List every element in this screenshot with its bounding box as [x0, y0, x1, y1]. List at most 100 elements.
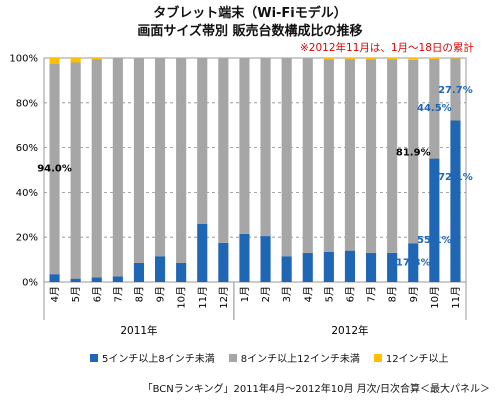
bar-segment-8-12	[91, 59, 102, 278]
bar-segment-5-8	[260, 236, 271, 282]
bar-segment-8-12	[302, 58, 313, 253]
chart-subtitle: 画面サイズ帯別 販売台数構成比の推移	[137, 24, 363, 39]
bar-segment-8-12	[323, 59, 334, 252]
y-tick-label: 0%	[22, 278, 38, 289]
x-tick-label: 7月	[112, 286, 124, 302]
data-label: 44.5%	[417, 103, 452, 114]
data-label: 81.9%	[396, 148, 431, 159]
x-tick-label: 12月	[218, 286, 230, 309]
x-tick-label: 6月	[344, 286, 356, 302]
x-tick-label: 5月	[70, 286, 82, 302]
data-label: 94.0%	[37, 163, 72, 174]
bar-segment-8-12	[133, 58, 145, 263]
bar-segment-8-12	[70, 62, 81, 279]
bar-segment-5-8	[281, 256, 292, 282]
y-tick-label: 20%	[16, 233, 38, 244]
legend-label-8-12: 8インチ以上12インチ未満	[240, 354, 360, 365]
bar-segment-5-8	[408, 243, 419, 282]
bar-segment-5-8	[91, 277, 102, 282]
bar-segment-12-plus	[344, 58, 356, 60]
x-tick-label: 3月	[281, 286, 293, 302]
bar-segment-5-8	[218, 242, 229, 282]
bar-segment-5-8	[70, 278, 81, 282]
group-label: 2012年	[331, 324, 368, 337]
legend-swatch-12-plus	[373, 353, 382, 362]
chart-source: 「BCNランキング」2011年4月～2012年10月 月次/日次合算＜最大パネル…	[142, 384, 490, 395]
x-tick-label: 8月	[387, 286, 399, 302]
bar-segment-5-8	[323, 251, 334, 282]
bar-segment-5-8	[344, 250, 356, 282]
group-label: 2011年	[120, 324, 157, 337]
chart-legend: 5インチ以上8インチ未満 8インチ以上12インチ未満 12インチ以上	[90, 350, 490, 365]
bar-segment-5-8	[176, 262, 187, 282]
bar-segment-8-12	[344, 59, 356, 251]
bar-segment-12-plus	[49, 58, 60, 64]
bar-segment-5-8	[154, 256, 166, 282]
bar-segment-8-12	[176, 58, 187, 263]
bar-segment-8-12	[49, 63, 60, 275]
data-label: 17.3%	[396, 257, 431, 268]
bar-segment-8-12	[260, 58, 271, 237]
legend-swatch-8-12	[228, 353, 237, 362]
plot-frame	[43, 57, 467, 283]
x-tick-label: 4月	[302, 286, 314, 302]
x-tick-label: 9月	[155, 286, 167, 302]
bar-segment-8-12	[408, 59, 419, 244]
legend-label-12-plus: 12インチ以上	[385, 354, 449, 365]
y-tick-label: 100%	[9, 54, 38, 65]
bar-segment-12-plus	[323, 58, 334, 60]
bar-segment-12-plus	[70, 58, 81, 63]
bar-segment-12-plus	[429, 58, 440, 59]
x-tick-label: 8月	[133, 286, 145, 302]
legend-swatch-5-8	[90, 353, 98, 362]
bar-segment-8-12	[387, 59, 398, 253]
legend-item-5-8: 5インチ以上8インチ未満	[90, 350, 215, 365]
bar-segment-8-12	[154, 58, 166, 257]
bar-segment-5-8	[133, 262, 145, 282]
legend-item-8-12: 8インチ以上12インチ未満	[228, 350, 360, 365]
x-tick-label: 11月	[197, 286, 209, 309]
bar-segment-12-plus	[387, 58, 398, 60]
data-label: 55.1%	[417, 235, 452, 246]
x-tick-label: 10月	[429, 286, 441, 309]
bar-segment-5-8	[365, 252, 377, 282]
bar-segment-5-8	[112, 276, 123, 282]
bar-segment-5-8	[450, 120, 461, 282]
x-tick-label: 10月	[176, 286, 188, 309]
legend-item-12-plus: 12インチ以上	[373, 350, 449, 365]
bar-segment-12-plus	[91, 58, 102, 60]
y-tick-label: 60%	[16, 143, 38, 154]
chart-title: タブレット端末（Wi-Fiモデル）	[153, 6, 347, 21]
x-tick-label: 6月	[91, 286, 103, 302]
x-tick-label: 9月	[408, 286, 420, 302]
bar-segment-5-8	[197, 223, 208, 282]
x-tick-label: 5月	[323, 286, 335, 302]
bar-segment-5-8	[429, 158, 440, 282]
data-label: 27.7%	[438, 85, 473, 96]
bar-segment-8-12	[218, 58, 229, 243]
x-tick-label: 1月	[239, 286, 251, 302]
chart-note: ※2012年11月は、1月～18日の累計	[300, 42, 474, 54]
y-tick-label: 40%	[16, 188, 38, 199]
x-tick-label: 7月	[366, 286, 378, 302]
x-tick-label: 2月	[260, 286, 272, 302]
legend-label-5-8: 5インチ以上8インチ未満	[102, 354, 215, 365]
bar-segment-12-plus	[365, 58, 377, 60]
bar-segment-12-plus	[408, 58, 419, 60]
bar-segment-8-12	[239, 58, 250, 234]
bar-segment-8-12	[365, 59, 377, 253]
bar-segment-5-8	[387, 252, 398, 282]
x-tick-label: 4月	[49, 286, 61, 302]
stacked-bar-chart: 0% 20% 40% 60% 80% 100% 4月 5月 6月 7月 8月 9月 10月 11月 12月 1…	[9, 54, 473, 338]
data-label: 72.1%	[438, 172, 473, 183]
bar-segment-8-12	[429, 58, 440, 159]
bar-segment-8-12	[112, 58, 123, 277]
x-tick-label: 11月	[450, 286, 462, 309]
y-tick-label: 80%	[16, 98, 38, 109]
bar-segment-5-8	[49, 274, 60, 282]
bar-segment-8-12	[197, 58, 208, 224]
bar-segment-8-12	[450, 58, 461, 121]
bar-segment-5-8	[239, 233, 250, 282]
bar-segment-5-8	[302, 252, 313, 282]
bar-segment-8-12	[281, 58, 292, 257]
